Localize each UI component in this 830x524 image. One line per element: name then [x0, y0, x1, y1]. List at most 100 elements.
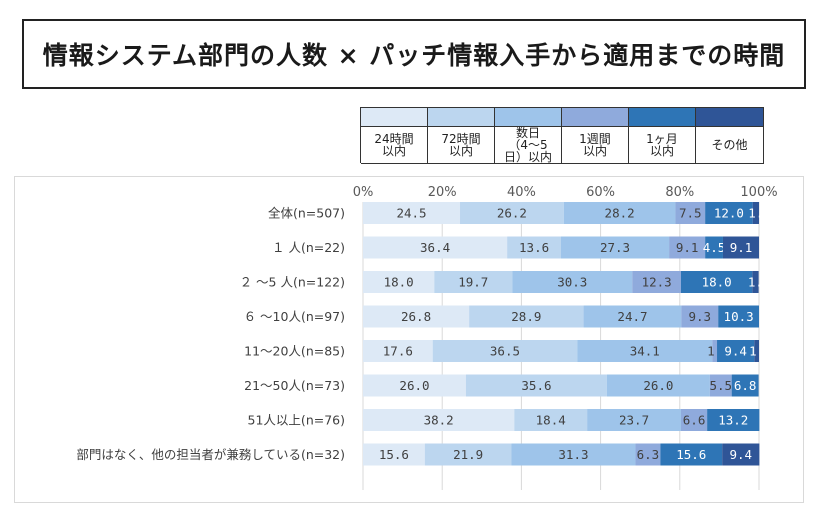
legend-item-1: 24時間 以内 — [361, 107, 428, 164]
data-label: 24.5 — [396, 206, 426, 221]
data-label: 15.6 — [379, 447, 409, 462]
bar-segment — [363, 340, 433, 362]
bar-segment — [432, 340, 578, 362]
bar-segment — [507, 236, 561, 259]
bar-segment — [681, 305, 719, 328]
bar-segment — [717, 340, 755, 362]
legend-label-1: 24時間 以内 — [374, 132, 414, 158]
data-label: 24.7 — [617, 309, 647, 324]
bar-segment — [660, 443, 723, 466]
legend-swatch-1 — [361, 108, 427, 127]
bar-segment — [705, 202, 753, 224]
data-label: 6.3 — [637, 447, 660, 462]
data-label: 28.9 — [511, 309, 541, 324]
category-label: 全体(n=507) — [268, 206, 345, 221]
data-label: 26.2 — [497, 206, 527, 221]
bar-segment — [705, 236, 723, 259]
bar-segment — [707, 409, 760, 431]
data-label: 31.3 — [558, 447, 588, 462]
bar-segment — [577, 340, 713, 362]
legend-item-2: 72時間 以内 — [428, 107, 495, 164]
bar-segment — [363, 236, 508, 259]
legend-swatch-5 — [629, 108, 695, 127]
category-label: ６ ～10人(n=97) — [244, 309, 345, 324]
data-label: 34.1 — [630, 344, 660, 359]
data-label: 23.7 — [619, 413, 649, 428]
legend-swatch-3 — [495, 108, 561, 127]
bar-segment — [752, 271, 759, 293]
category-label: １ 人(n=22) — [272, 240, 345, 255]
data-label: 36.4 — [420, 240, 450, 255]
bar-segment — [514, 409, 588, 431]
data-label: 1. — [748, 206, 763, 221]
data-label: 7.5 — [679, 206, 702, 221]
data-label: 9.1 — [676, 240, 699, 255]
x-tick-label: 100% — [740, 185, 777, 200]
data-label: 38.2 — [424, 413, 454, 428]
data-label: 6.6 — [683, 413, 706, 428]
legend-item-3: 数日 （4～5 日）以内 — [495, 107, 562, 164]
bar-segment — [424, 443, 512, 466]
bar-segment — [583, 305, 682, 328]
data-label: 26.0 — [643, 378, 673, 393]
bar-segment — [434, 271, 513, 293]
bar-segment — [731, 374, 759, 397]
data-label: 27.3 — [600, 240, 630, 255]
category-label: 51人以上(n=76) — [248, 413, 345, 428]
bar-segment — [363, 305, 470, 328]
data-label: 9.4 — [724, 344, 747, 359]
bar-segment — [675, 202, 706, 224]
data-label: 1. — [748, 275, 763, 290]
bar-segment — [363, 374, 466, 397]
data-label: 4.5 — [703, 240, 726, 255]
bar-segment — [363, 271, 435, 293]
x-tick-label: 40% — [507, 185, 536, 200]
x-tick-label: 60% — [586, 185, 615, 200]
x-tick-label: 20% — [428, 185, 457, 200]
data-label: 36.5 — [490, 344, 520, 359]
data-label: 28.2 — [605, 206, 635, 221]
legend-label-3: 数日 （4～5 日）以内 — [503, 126, 552, 164]
data-label: 12.3 — [642, 275, 672, 290]
x-tick-label: 0% — [353, 185, 374, 200]
data-label: 26.8 — [401, 309, 431, 324]
legend-swatch-2 — [428, 108, 494, 127]
bar-segment — [712, 340, 718, 362]
bar-segment — [669, 236, 706, 259]
bar-segment — [754, 340, 759, 362]
bar-segment — [632, 271, 681, 293]
data-label: 35.6 — [521, 378, 551, 393]
data-label: 30.3 — [557, 275, 587, 290]
x-tick-label: 80% — [665, 185, 694, 200]
bar-segment — [635, 443, 661, 466]
category-label: ２ ～5 人(n=122) — [240, 275, 345, 290]
data-label: 10.3 — [724, 309, 754, 324]
bar-segment — [587, 409, 681, 431]
bar-segment — [465, 374, 607, 397]
data-label: 13.6 — [519, 240, 549, 255]
data-label: 19.7 — [458, 275, 488, 290]
bar-segment — [722, 443, 760, 466]
bar-segment — [469, 305, 584, 328]
bar-segment — [606, 374, 710, 397]
data-label: 5.5 — [709, 378, 732, 393]
data-label: 12.0 — [714, 206, 744, 221]
legend-item-4: 1週間 以内 — [562, 107, 629, 164]
data-label: 26.0 — [399, 378, 429, 393]
bar-segment — [680, 409, 708, 431]
legend-item-6: その他 — [696, 107, 764, 164]
data-label: 1. — [749, 344, 764, 359]
data-label: 13.2 — [718, 413, 748, 428]
legend-label-4: 1週間 以内 — [579, 132, 611, 158]
data-label: 6.8 — [734, 378, 757, 393]
bar-segment — [363, 409, 515, 431]
bar-segment — [752, 202, 759, 224]
bar-segment — [363, 443, 425, 466]
data-label: 9.3 — [689, 309, 712, 324]
bar-segment — [680, 271, 753, 293]
legend: 24時間 以内 72時間 以内 数日 （4～5 日）以内 1週間 以内 1ヶ月 … — [360, 107, 764, 164]
data-label: 9.4 — [729, 447, 752, 462]
data-label: 18.4 — [536, 413, 566, 428]
bar-segment — [363, 202, 461, 224]
